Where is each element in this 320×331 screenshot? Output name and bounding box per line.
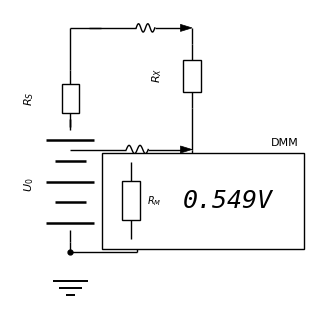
Text: $R_X$: $R_X$	[150, 68, 164, 83]
Bar	[102, 153, 304, 249]
Text: 0.549V: 0.549V	[182, 189, 272, 213]
Bar	[183, 60, 201, 92]
Polygon shape	[180, 146, 192, 153]
Polygon shape	[180, 24, 192, 31]
Text: $R_S$: $R_S$	[22, 91, 36, 106]
Text: $U_0$: $U_0$	[22, 177, 36, 192]
Text: DMM: DMM	[271, 138, 299, 148]
Bar	[61, 84, 79, 113]
Bar	[122, 181, 140, 220]
Text: $R_M$: $R_M$	[147, 194, 162, 208]
